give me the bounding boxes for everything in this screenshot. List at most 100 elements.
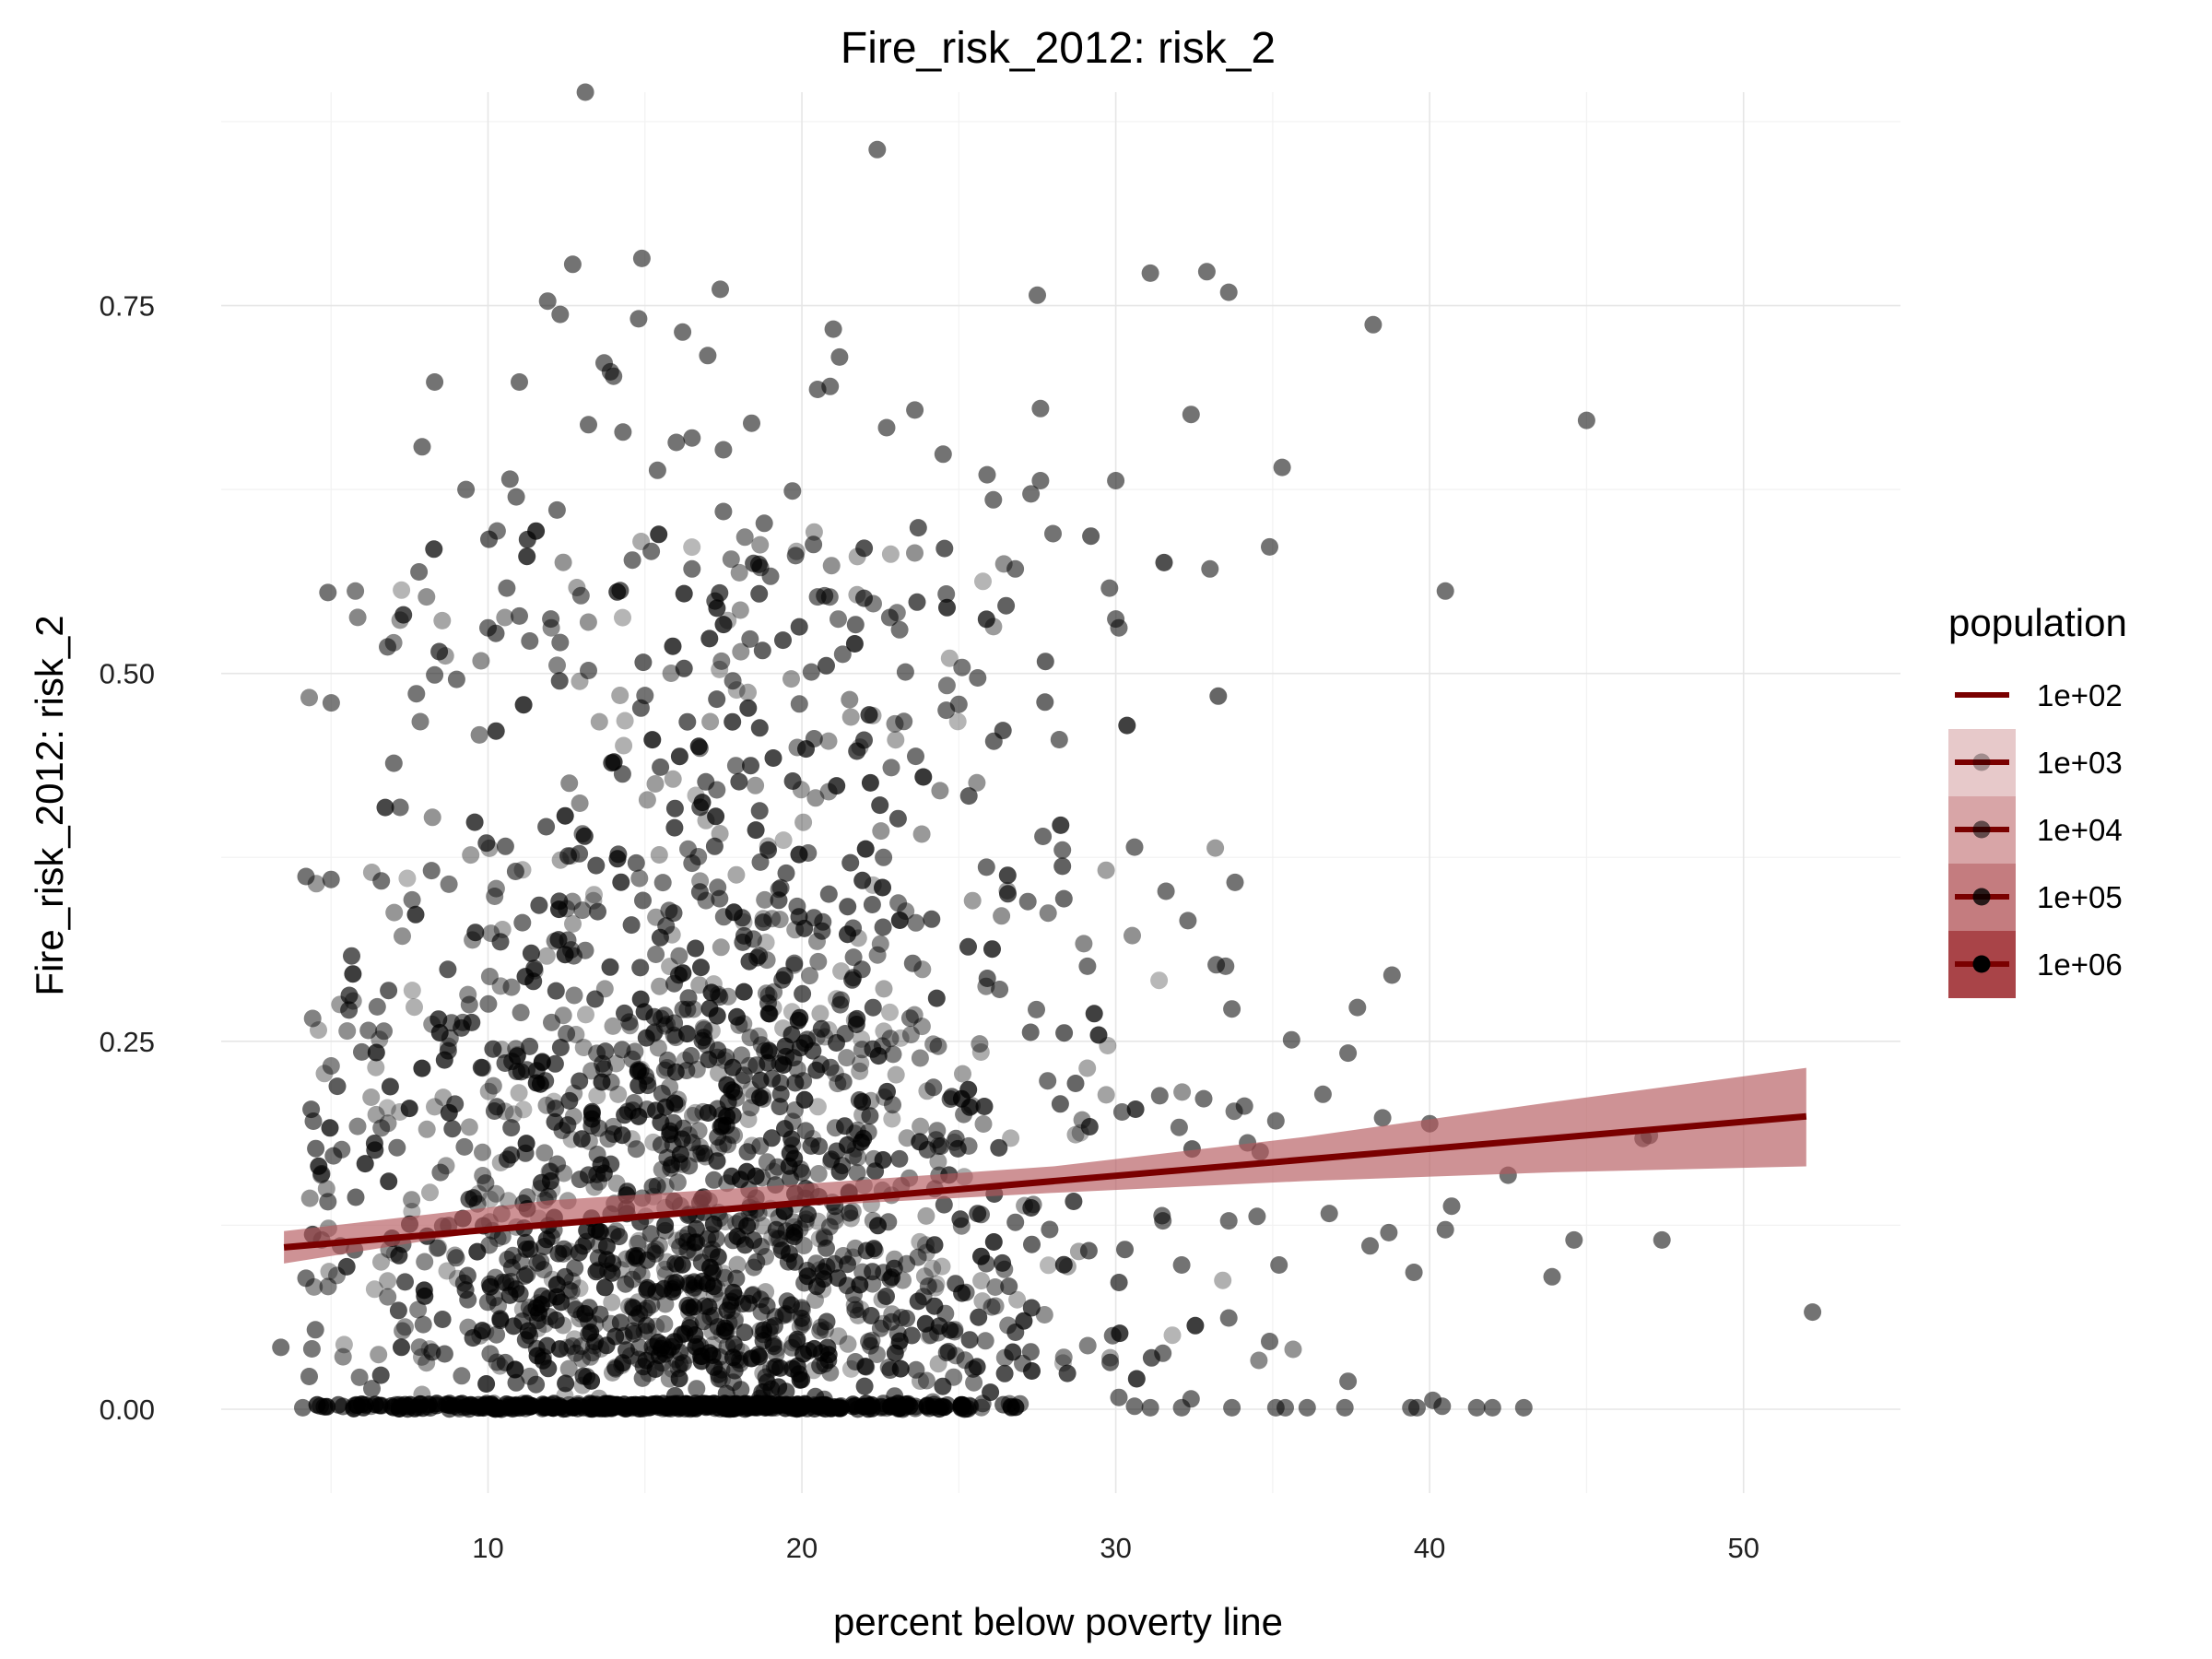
- scatter-point: [864, 1040, 882, 1058]
- scatter-point: [960, 1331, 979, 1349]
- scatter-point: [882, 1312, 900, 1331]
- scatter-point: [689, 737, 708, 756]
- scatter-point: [665, 974, 683, 993]
- scatter-point: [646, 775, 665, 793]
- scatter-point: [692, 1347, 710, 1365]
- scatter-point: [1335, 1398, 1354, 1417]
- scatter-point: [986, 1297, 1005, 1315]
- scatter-point: [319, 1277, 337, 1296]
- scatter-point: [481, 1277, 500, 1296]
- scatter-point: [562, 1282, 581, 1300]
- scatter-point: [1000, 1277, 1018, 1296]
- scatter-point: [934, 1377, 952, 1395]
- scatter-point: [783, 1112, 802, 1131]
- scatter-point: [975, 1098, 994, 1115]
- scatter-point: [512, 1004, 530, 1022]
- scatter-point: [734, 933, 752, 951]
- scatter-point: [754, 913, 772, 932]
- scatter-point: [521, 1037, 539, 1055]
- scatter-point: [724, 1348, 742, 1367]
- scatter-point: [758, 951, 776, 970]
- scatter-point: [1223, 1398, 1241, 1417]
- scatter-point: [310, 1021, 327, 1040]
- scatter-point: [656, 1265, 675, 1284]
- scatter-point: [741, 629, 759, 648]
- scatter-point: [965, 1373, 983, 1392]
- scatter-point: [435, 1051, 453, 1069]
- scatter-point: [785, 1218, 804, 1236]
- scatter-point: [582, 1117, 601, 1135]
- scatter-point: [647, 946, 665, 963]
- scatter-point: [418, 1120, 436, 1138]
- scatter-point: [752, 1036, 771, 1054]
- scatter-point: [1436, 582, 1454, 600]
- scatter-point: [813, 922, 831, 940]
- scatter-point: [1248, 1207, 1266, 1226]
- scatter-point: [974, 572, 992, 591]
- scatter-point: [646, 1360, 665, 1378]
- scatter-point: [504, 1105, 523, 1124]
- scatter-point: [890, 1149, 909, 1168]
- scatter-point: [912, 825, 931, 843]
- scatter-point: [935, 1398, 954, 1417]
- scatter-point: [727, 1089, 746, 1107]
- scatter-point: [873, 1290, 891, 1309]
- scatter-point: [817, 1400, 834, 1418]
- scatter-point: [348, 1117, 367, 1135]
- scatter-point: [453, 1013, 472, 1031]
- scatter-point: [479, 618, 497, 637]
- scatter-point: [828, 1034, 845, 1052]
- scatter-point: [919, 1277, 937, 1295]
- scatter-point: [491, 1312, 510, 1330]
- scatter-point: [481, 1345, 500, 1363]
- scatter-point: [739, 1111, 758, 1128]
- scatter-point: [1348, 998, 1367, 1017]
- scatter-point: [294, 1398, 312, 1417]
- scatter-point: [794, 984, 812, 1003]
- scatter-point: [957, 1283, 975, 1301]
- scatter-point: [1078, 1336, 1097, 1355]
- scatter-point: [757, 934, 775, 951]
- scatter-point: [441, 1029, 459, 1047]
- scatter-point: [643, 1178, 662, 1196]
- scatter-point: [550, 1340, 569, 1359]
- scatter-point: [303, 1009, 322, 1028]
- scatter-point: [811, 1005, 830, 1023]
- scatter-point: [774, 631, 792, 650]
- scatter-point: [1201, 559, 1219, 578]
- scatter-point: [652, 1009, 670, 1028]
- scatter-point: [543, 1013, 560, 1031]
- scatter-point: [1054, 1348, 1073, 1367]
- scatter-point: [805, 523, 823, 541]
- scatter-point: [553, 1122, 571, 1139]
- scatter-point: [367, 1105, 385, 1124]
- scatter-point: [730, 772, 748, 791]
- scatter-point: [694, 1312, 712, 1331]
- scatter-point: [1112, 1103, 1131, 1121]
- scatter-point: [699, 347, 717, 365]
- scatter-point: [751, 1088, 769, 1107]
- scatter-point: [433, 1311, 452, 1328]
- scatter-point: [753, 641, 771, 660]
- scatter-point: [650, 525, 668, 544]
- scatter-point: [855, 1377, 874, 1395]
- scatter-point: [841, 708, 860, 726]
- scatter-point: [496, 1054, 514, 1072]
- scatter-point: [510, 1084, 528, 1102]
- scatter-point: [679, 1346, 698, 1364]
- scatter-point: [1053, 857, 1072, 876]
- scatter-point: [674, 1354, 692, 1372]
- scatter-point: [797, 1210, 816, 1229]
- scatter-point: [682, 1047, 700, 1065]
- scatter-point: [487, 1268, 504, 1287]
- scatter-point: [315, 1065, 334, 1083]
- scatter-point: [431, 1163, 450, 1182]
- scatter-point: [934, 445, 952, 464]
- scatter-point: [861, 773, 879, 792]
- scatter-point: [754, 910, 772, 928]
- scatter-point: [662, 1159, 680, 1177]
- scatter-point: [350, 1368, 369, 1386]
- scatter-point: [464, 1329, 482, 1347]
- scatter-point: [496, 608, 514, 627]
- scatter-point: [367, 1058, 385, 1077]
